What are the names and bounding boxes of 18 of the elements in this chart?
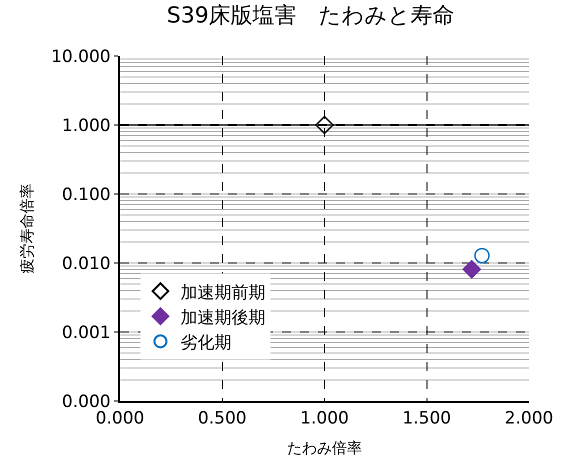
legend-label: 劣化期 — [180, 332, 232, 353]
point — [474, 248, 490, 264]
legend-label: 加速期後期 — [180, 308, 266, 328]
y-axis-title: 疲労寿命倍率 — [18, 184, 36, 274]
point — [462, 260, 481, 279]
x-tick-label: 2.000 — [504, 408, 554, 428]
y-tick-label: 1.000 — [62, 116, 111, 136]
y-tick-label: 0.001 — [62, 322, 111, 343]
legend-label: 加速期前期 — [180, 282, 266, 303]
x-tick-label: 1.500 — [402, 408, 452, 428]
point — [315, 116, 334, 134]
x-axis-title: たわみ倍率 — [287, 438, 362, 457]
y-tick-label: 0.010 — [62, 254, 111, 274]
y-tick-label: 10.000 — [51, 46, 111, 67]
chart-title: S39床版塩害 たわみと寿命 — [166, 3, 455, 28]
x-tick-label: 0.500 — [198, 408, 247, 428]
x-tick-label: 1.000 — [300, 408, 349, 428]
y-tick-label: 0.100 — [62, 184, 111, 205]
